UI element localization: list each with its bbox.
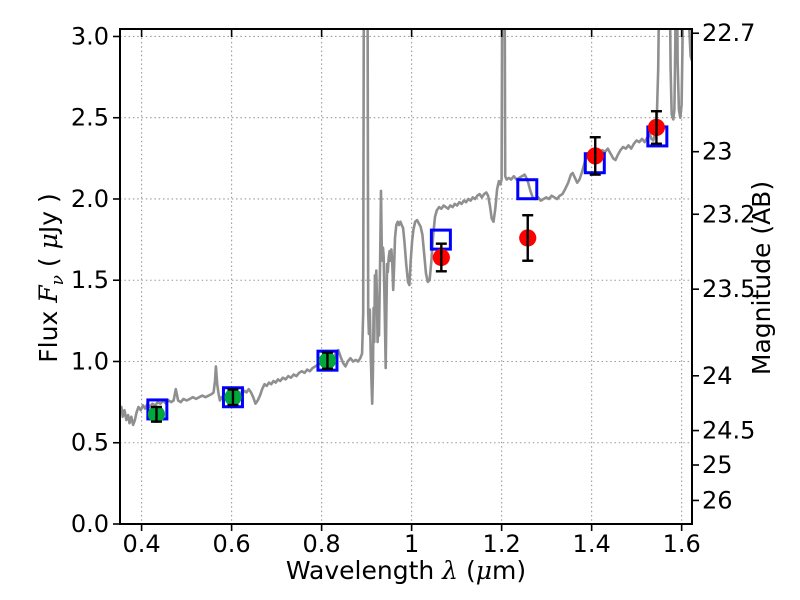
x-tick-label: 1.4: [573, 530, 611, 558]
y-tick-label-right: 25: [702, 451, 733, 479]
blue-square-marker-1: [221, 386, 244, 409]
x-tick-label: 0.4: [123, 530, 161, 558]
x-tick-label: 1.2: [483, 530, 521, 558]
x-axis-title-part: m): [492, 556, 526, 585]
y-tick-label-right: 24.5: [702, 417, 755, 445]
x-axis-title-part: λ: [441, 556, 458, 585]
x-tick-label: 1.6: [663, 530, 701, 558]
y-tick-label-right: 26: [702, 486, 733, 514]
x-tick-label: 1: [404, 530, 419, 558]
y-axis-title-left-part: Jy ): [34, 193, 63, 235]
axis-ticks: [113, 29, 699, 531]
x-axis-title: Wavelength λ (μm): [286, 556, 526, 585]
axis-tick-labels: 0.4 0.6 0.8 1 1.2 1.4 1.6 0.0 0.5 1.0 1.5 2.0 2.5 3.0…: [71, 19, 756, 558]
y-tick-label-left: 2.0: [71, 185, 109, 213]
y-axis-title-left: Flux Fν ( μJy ): [34, 193, 68, 362]
y-axis-title-left-part: (: [34, 249, 63, 275]
y-axis-title-right: Magnitude (AB): [747, 181, 776, 375]
y-axis-title-left-part: Flux: [34, 303, 63, 363]
x-tick-label: 0.6: [213, 530, 251, 558]
y-tick-label-left: 1.5: [71, 266, 109, 294]
y-tick-label-left: 1.0: [71, 347, 109, 375]
y-tick-label-right: 24: [702, 362, 733, 390]
data-series: [120, 29, 692, 427]
axes-spines: [119, 28, 693, 525]
plot-border: [119, 28, 693, 525]
y-tick-label-left: 0.0: [71, 510, 109, 538]
x-tick-label: 0.8: [303, 530, 341, 558]
y-axis-title-left-part: ν: [48, 275, 68, 285]
y-axis-title-left-part: μ: [34, 233, 63, 249]
blue-square-marker-2: [316, 349, 339, 372]
y-tick-label-right: 22.7: [702, 19, 755, 47]
axis-titles: Wavelength λ (μm)Flux Fν ( μJy ) Magnitud…: [34, 181, 776, 585]
blue-square-marker-4: [516, 178, 539, 201]
y-tick-label-left: 2.5: [71, 104, 109, 132]
y-tick-label-right: 23.5: [702, 275, 755, 303]
y-axis-title-left-part: F: [34, 284, 63, 304]
y-tick-label-right: 23.2: [702, 200, 755, 228]
y-tick-label-left: 0.5: [71, 429, 109, 457]
x-axis-title-part: μ: [476, 556, 492, 585]
grid: [120, 29, 692, 525]
x-axis-title-part: (: [458, 556, 476, 585]
y-tick-label-left: 3.0: [71, 22, 109, 50]
x-axis-title-part: Wavelength: [286, 556, 442, 585]
y-tick-label-right: 23: [702, 138, 733, 166]
